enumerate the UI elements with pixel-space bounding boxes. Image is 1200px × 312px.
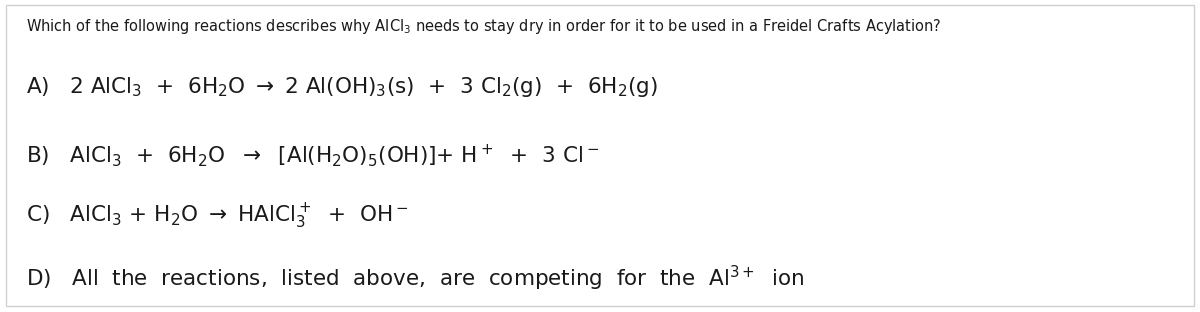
FancyBboxPatch shape: [6, 5, 1194, 306]
Text: C)   AlCl$_3$ + H$_2$O $\rightarrow$ HAlCl$_3^+$  +  OH$^-$: C) AlCl$_3$ + H$_2$O $\rightarrow$ HAlCl…: [26, 201, 409, 231]
Text: Which of the following reactions describes why AlCl$_3$ needs to stay dry in ord: Which of the following reactions describ…: [26, 17, 942, 36]
Text: D)   All  the  reactions,  listed  above,  are  competing  for  the  Al$^{3+}$  : D) All the reactions, listed above, are …: [26, 264, 805, 293]
Text: A)   2 AlCl$_3$  +  6H$_2$O $\rightarrow$ 2 Al(OH)$_3$(s)  +  3 Cl$_2$(g)  +  6H: A) 2 AlCl$_3$ + 6H$_2$O $\rightarrow$ 2 …: [26, 75, 659, 99]
Text: B)   AlCl$_3$  +  6H$_2$O  $\rightarrow$  $\left[\right.$Al(H$_2$O)$_5$(OH)$\lef: B) AlCl$_3$ + 6H$_2$O $\rightarrow$ $\le…: [26, 142, 600, 169]
